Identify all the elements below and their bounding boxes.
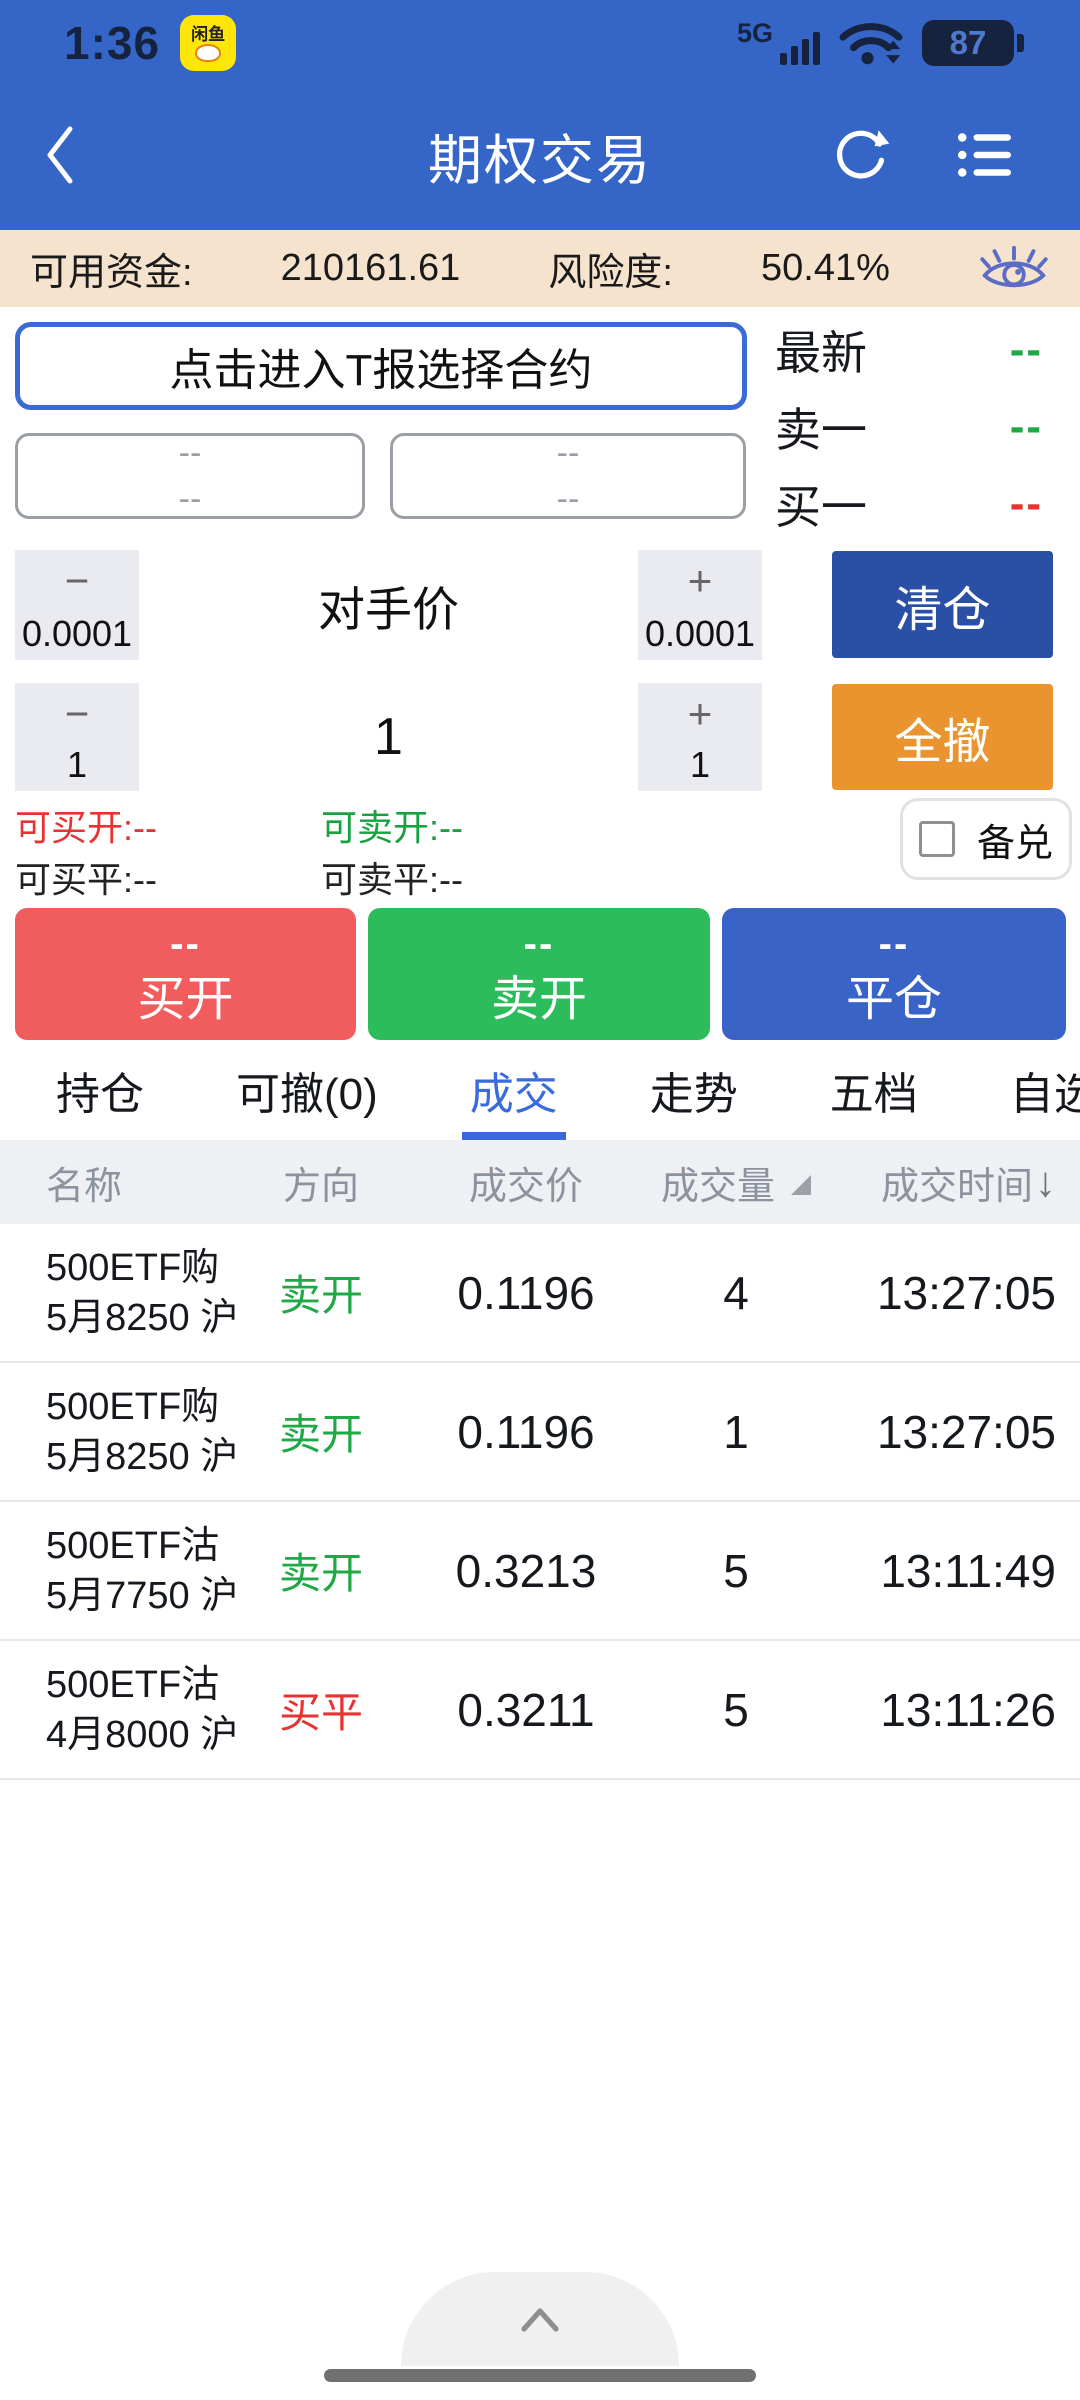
tab-watchlist[interactable]: 自选 (1009, 1070, 1080, 1119)
col-name: 名称 (46, 1165, 123, 1208)
latest-price-value: -- (1009, 325, 1043, 374)
covered-checkbox[interactable] (918, 821, 955, 857)
notification-app-label: 闲鱼 (191, 24, 226, 44)
tab-trades[interactable]: 成交 (461, 1040, 566, 1140)
col-time[interactable]: 成交时间 ↓ (880, 1158, 1056, 1208)
can-sell-open: 可卖开: -- (321, 807, 463, 848)
funds-bar: 可用资金: 210161.61 风险度: 50.41% (0, 230, 1080, 307)
bid-quote-box[interactable]: -- -- (15, 433, 365, 519)
clock: 1:36 (64, 17, 161, 69)
bid1-row: 买一 -- (775, 479, 1043, 533)
plus-icon: + (687, 557, 713, 604)
trade-row[interactable]: 500ETF购 5月8250 沪 卖开 0.1196 4 13:27:05 (0, 1224, 1080, 1363)
available-funds-value: 210161.61 (280, 247, 461, 289)
back-button[interactable] (24, 105, 94, 205)
trade-row[interactable]: 500ETF购 5月8250 沪 卖开 0.1196 1 13:27:05 (0, 1363, 1080, 1502)
tab-positions[interactable]: 持仓 (56, 1070, 144, 1119)
gesture-navigation-bar[interactable] (324, 2369, 756, 2382)
ask1-value: -- (1009, 402, 1043, 451)
cancel-all-button[interactable]: 全撤 (832, 684, 1053, 790)
risk-degree-label: 风险度: (548, 252, 673, 294)
ask-quote-box[interactable]: -- -- (390, 433, 746, 519)
clear-position-button[interactable]: 清仓 (832, 551, 1053, 658)
app-bar: 期权交易 (0, 80, 1080, 230)
available-funds-label: 可用资金: (30, 252, 193, 294)
risk-degree-value: 50.41% (761, 247, 890, 289)
battery-icon: 87 (922, 20, 1024, 66)
notification-app-icon: 闲鱼 (180, 15, 237, 71)
battery-percent: 87 (949, 24, 987, 61)
back-chevron-icon (47, 126, 73, 184)
latest-price-row: 最新 -- (775, 325, 1043, 379)
can-buy-open: 可买开: -- (15, 807, 157, 848)
price-stepper: − 0.0001 对手价 + 0.0001 (15, 550, 762, 660)
can-sell-close: 可卖平: -- (321, 859, 463, 900)
expand-panel-handle[interactable] (401, 2272, 679, 2366)
sell-open-button[interactable]: -- 卖开 (368, 908, 710, 1040)
quantity-stepper: − 1 1 + 1 (15, 683, 762, 791)
tab-trend[interactable]: 走势 (649, 1070, 738, 1119)
trades-table-header: 名称 方向 成交价 成交量 成交时间 ↓ (0, 1140, 1080, 1224)
minus-icon: − (64, 690, 90, 737)
minus-icon: − (64, 557, 90, 604)
bottom-tab-bar: 持仓 可撤(0) 成交 走势 五档 自选 (0, 1040, 1080, 1140)
tab-cancelable[interactable]: 可撤(0) (236, 1070, 378, 1119)
bid1-value: -- (1009, 479, 1043, 528)
page-title: 期权交易 (428, 130, 652, 191)
ask1-row: 卖一 -- (775, 402, 1043, 456)
col-direction: 方向 (282, 1165, 359, 1208)
col-volume[interactable]: 成交量 (656, 1155, 816, 1210)
status-icons: 5G 87 (737, 15, 1024, 71)
sort-desc-icon: ↓ (1035, 1158, 1056, 1205)
network-type-label: 5G (736, 18, 773, 48)
close-position-button[interactable]: -- 平仓 (722, 908, 1066, 1040)
eye-icon[interactable] (978, 243, 1050, 295)
order-list-button[interactable] (956, 125, 1016, 185)
badge-face-icon (195, 43, 222, 62)
covered-option-toggle[interactable]: 备兑 (900, 798, 1072, 880)
covered-label: 备兑 (976, 822, 1053, 865)
resize-triangle-icon (791, 1175, 811, 1195)
price-minus-button[interactable]: − 0.0001 (15, 550, 139, 660)
tab-five-levels[interactable]: 五档 (829, 1070, 918, 1119)
wifi-icon (839, 23, 903, 65)
chevron-up-icon (521, 2308, 559, 2332)
quantity-plus-button[interactable]: + 1 (638, 683, 762, 791)
price-plus-button[interactable]: + 0.0001 (638, 550, 762, 660)
buy-open-button[interactable]: -- 买开 (15, 908, 356, 1040)
cellular-signal-icon: 5G (736, 18, 820, 65)
can-buy-close: 可买平: -- (15, 859, 157, 900)
col-price: 成交价 (468, 1165, 583, 1208)
trade-row[interactable]: 500ETF沽 4月8000 沪 买平 0.3211 5 13:11:26 (0, 1641, 1080, 1780)
quantity-minus-button[interactable]: − 1 (15, 683, 139, 791)
status-bar: 1:36 闲鱼 5G 87 (0, 0, 1080, 80)
quantity-value-field[interactable]: 1 (142, 683, 635, 791)
price-value-field[interactable]: 对手价 (142, 550, 635, 660)
plus-icon: + (687, 690, 713, 737)
refresh-button[interactable] (830, 123, 894, 187)
trade-row[interactable]: 500ETF沽 5月7750 沪 卖开 0.3213 5 13:11:49 (0, 1502, 1080, 1641)
select-contract-button[interactable]: 点击进入T报选择合约 (15, 322, 747, 410)
